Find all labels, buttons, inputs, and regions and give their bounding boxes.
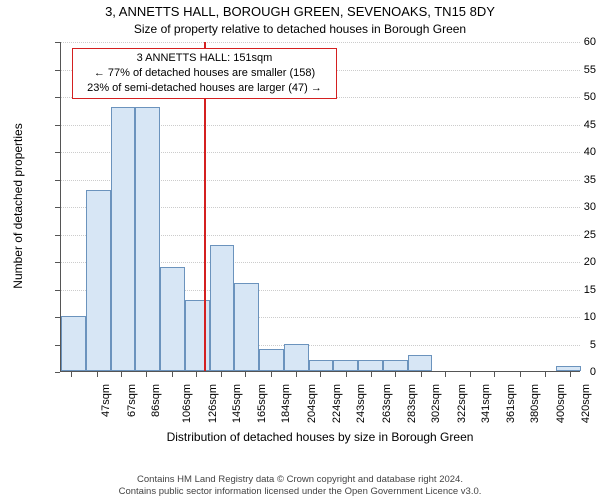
ytick-mark xyxy=(55,207,60,208)
xtick-mark xyxy=(346,372,347,377)
xtick-label: 322sqm xyxy=(456,384,468,423)
footer-line-1: Contains HM Land Registry data © Crown c… xyxy=(0,474,600,486)
xtick-label: 243sqm xyxy=(355,384,367,423)
xtick-label: 204sqm xyxy=(306,384,318,423)
xtick-mark xyxy=(520,372,521,377)
xtick-mark xyxy=(570,372,571,377)
histogram-bar xyxy=(333,360,358,371)
histogram-bar xyxy=(383,360,408,371)
xtick-mark xyxy=(470,372,471,377)
xtick-mark xyxy=(320,372,321,377)
xtick-label: 361sqm xyxy=(505,384,517,423)
ytick-label: 5 xyxy=(542,339,600,351)
ytick-label: 10 xyxy=(542,311,600,323)
xtick-label: 341sqm xyxy=(480,384,492,423)
ytick-mark xyxy=(55,180,60,181)
xtick-mark xyxy=(121,372,122,377)
ytick-mark xyxy=(55,97,60,98)
xtick-label: 106sqm xyxy=(181,384,193,423)
xtick-mark xyxy=(221,372,222,377)
ytick-mark xyxy=(55,70,60,71)
ytick-label: 60 xyxy=(542,36,600,48)
xtick-mark xyxy=(545,372,546,377)
footer-line-2: Contains public sector information licen… xyxy=(0,486,600,498)
ytick-mark xyxy=(55,317,60,318)
xtick-label: 380sqm xyxy=(529,384,541,423)
histogram-bar xyxy=(358,360,383,371)
histogram-bar xyxy=(284,344,309,372)
ytick-mark xyxy=(55,125,60,126)
xtick-mark xyxy=(371,372,372,377)
xtick-mark xyxy=(71,372,72,377)
ytick-mark xyxy=(55,345,60,346)
x-axis-label: Distribution of detached houses by size … xyxy=(60,430,580,444)
xtick-label: 47sqm xyxy=(100,384,112,417)
annotation-box: 3 ANNETTS HALL: 151sqm← 77% of detached … xyxy=(72,48,337,99)
ytick-mark xyxy=(55,42,60,43)
xtick-label: 184sqm xyxy=(281,384,293,423)
gridline xyxy=(61,42,580,43)
histogram-bar xyxy=(135,107,160,371)
ytick-mark xyxy=(55,290,60,291)
histogram-bar xyxy=(61,316,86,371)
xtick-mark xyxy=(146,372,147,377)
xtick-mark xyxy=(296,372,297,377)
xtick-mark xyxy=(494,372,495,377)
xtick-label: 145sqm xyxy=(231,384,243,423)
ytick-mark xyxy=(55,235,60,236)
xtick-label: 283sqm xyxy=(406,384,418,423)
histogram-bar xyxy=(160,267,185,372)
plot-area: 3 ANNETTS HALL: 151sqm← 77% of detached … xyxy=(60,42,580,372)
annotation-line: ← 77% of detached houses are smaller (15… xyxy=(79,66,330,81)
chart-footer: Contains HM Land Registry data © Crown c… xyxy=(0,474,600,498)
histogram-bar xyxy=(210,245,235,372)
ytick-label: 40 xyxy=(542,146,600,158)
histogram-bar xyxy=(111,107,136,371)
y-axis-label: Number of detached properties xyxy=(11,56,25,356)
ytick-label: 45 xyxy=(542,119,600,131)
ytick-label: 15 xyxy=(542,284,600,296)
xtick-mark xyxy=(97,372,98,377)
xtick-mark xyxy=(271,372,272,377)
xtick-label: 263sqm xyxy=(381,384,393,423)
ytick-label: 35 xyxy=(542,174,600,186)
xtick-mark xyxy=(395,372,396,377)
chart-title-sub: Size of property relative to detached ho… xyxy=(0,22,600,36)
ytick-mark xyxy=(55,152,60,153)
annotation-line: 3 ANNETTS HALL: 151sqm xyxy=(79,51,330,66)
ytick-label: 30 xyxy=(542,201,600,213)
ytick-label: 50 xyxy=(542,91,600,103)
property-size-chart: 3, ANNETTS HALL, BOROUGH GREEN, SEVENOAK… xyxy=(0,0,600,500)
xtick-label: 86sqm xyxy=(150,384,162,417)
chart-title-main: 3, ANNETTS HALL, BOROUGH GREEN, SEVENOAK… xyxy=(0,4,600,19)
xtick-label: 400sqm xyxy=(555,384,567,423)
histogram-bar xyxy=(309,360,334,371)
xtick-label: 420sqm xyxy=(580,384,592,423)
xtick-label: 302sqm xyxy=(430,384,442,423)
ytick-label: 25 xyxy=(542,229,600,241)
histogram-bar xyxy=(86,190,111,372)
xtick-mark xyxy=(245,372,246,377)
xtick-mark xyxy=(172,372,173,377)
xtick-mark xyxy=(196,372,197,377)
ytick-label: 55 xyxy=(542,64,600,76)
ytick-mark xyxy=(55,262,60,263)
histogram-bar xyxy=(234,283,259,371)
xtick-label: 165sqm xyxy=(256,384,268,423)
ytick-mark xyxy=(55,372,60,373)
xtick-label: 126sqm xyxy=(207,384,219,423)
histogram-bar xyxy=(408,355,433,372)
xtick-mark xyxy=(445,372,446,377)
ytick-label: 20 xyxy=(542,256,600,268)
xtick-label: 67sqm xyxy=(126,384,138,417)
xtick-label: 224sqm xyxy=(331,384,343,423)
histogram-bar xyxy=(259,349,284,371)
annotation-line: 23% of semi-detached houses are larger (… xyxy=(79,81,330,96)
xtick-mark xyxy=(421,372,422,377)
